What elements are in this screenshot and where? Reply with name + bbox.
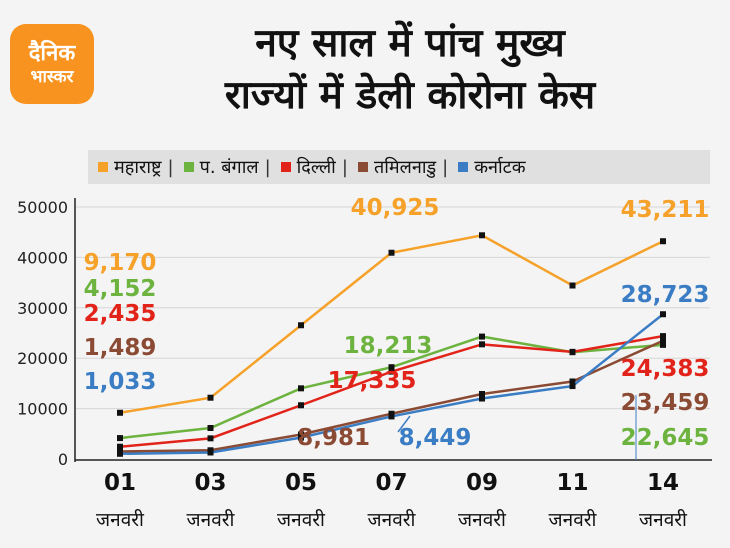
data-point-karnataka — [298, 434, 304, 441]
data-point-tn — [298, 431, 304, 438]
data-point-wb — [298, 385, 304, 392]
data-label-delhi: 17,335 — [328, 368, 417, 394]
title-line-2: राज्यों में डेली कोरोना केस — [224, 73, 596, 118]
data-label-karnataka: 28,723 — [621, 282, 710, 308]
y-tick-label: 10000 — [17, 400, 68, 419]
data-point-wb — [388, 364, 395, 371]
data-point-delhi — [479, 341, 485, 348]
data-point-maharashtra — [660, 238, 666, 245]
x-tick-day: 09 — [466, 470, 498, 496]
y-tick-label: 0 — [58, 450, 68, 469]
data-point-wb — [660, 341, 666, 348]
data-point-maharashtra — [479, 232, 485, 239]
title-line-1: नए साल में पांच मुख्य — [255, 21, 565, 66]
x-tick-month: जनवरी — [96, 508, 145, 531]
data-label-wb: 22,645 — [621, 425, 710, 451]
dainik-bhaskar-logo: दैनिक भास्कर — [10, 24, 94, 104]
legend-label-wb: प. बंगाल — [199, 157, 259, 178]
data-label-tn: 1,489 — [84, 335, 157, 361]
legend-swatch-wb — [183, 162, 194, 172]
data-point-karnataka — [569, 383, 576, 390]
x-tick-day: 03 — [194, 470, 226, 496]
x-tick-day: 14 — [647, 470, 679, 496]
chart-title: नए साल में पांच मुख्य राज्यों में डेली क… — [150, 18, 670, 122]
data-point-wb — [479, 333, 485, 340]
data-point-karnataka — [207, 449, 214, 456]
y-tick-label: 30000 — [17, 299, 68, 318]
legend-label-karnataka: कर्नाटक — [474, 157, 526, 178]
data-point-delhi — [117, 443, 123, 450]
x-tick-month: जनवरी — [277, 508, 326, 531]
data-label-karnataka: 1,033 — [84, 369, 157, 395]
legend-swatch-karnataka — [458, 162, 469, 172]
data-point-maharashtra — [298, 322, 304, 329]
legend-item-maharashtra: महाराष्ट्र — [94, 155, 162, 179]
x-tick-day: 11 — [556, 470, 588, 496]
data-label-wb: 4,152 — [84, 276, 157, 302]
data-point-maharashtra — [569, 282, 576, 289]
legend-item-tn: तमिलनाडु — [354, 155, 436, 179]
legend-swatch-delhi — [280, 162, 291, 172]
logo-line-1: दैनिक — [28, 40, 76, 66]
data-point-delhi — [298, 402, 304, 409]
legend-label-tn: तमिलनाडु — [373, 157, 437, 178]
x-tick-month: जनवरी — [368, 508, 417, 531]
legend: महाराष्ट्र | प. बंगाल | दिल्ली | तमिलनाड… — [88, 150, 710, 184]
data-point-tn — [660, 337, 666, 344]
data-label-karnataka: 8,449 — [399, 425, 472, 451]
data-point-karnataka — [479, 395, 485, 402]
data-label-maharashtra: 43,211 — [621, 197, 710, 223]
y-tick-label: 20000 — [17, 349, 68, 368]
legend-item-wb: प. बंगाल — [180, 155, 259, 179]
data-point-maharashtra — [388, 249, 395, 256]
data-point-delhi — [388, 368, 395, 375]
data-point-wb — [117, 435, 123, 442]
data-point-karnataka — [117, 450, 123, 457]
y-tick-label: 50000 — [17, 198, 68, 217]
legend-separator: | — [264, 156, 271, 178]
x-tick-month: जनवरी — [549, 508, 598, 531]
data-point-wb — [207, 424, 214, 431]
data-label-delhi: 2,435 — [84, 301, 157, 327]
data-label-delhi: 24,383 — [621, 356, 710, 382]
legend-separator: | — [442, 156, 449, 178]
data-label-wb: 18,213 — [344, 333, 433, 359]
legend-label-delhi: दिल्ली — [296, 157, 336, 178]
x-tick-month: जनवरी — [187, 508, 236, 531]
x-tick-month: जनवरी — [458, 508, 507, 531]
label-connector — [397, 415, 411, 433]
legend-label-maharashtra: महाराष्ट्र — [114, 157, 162, 178]
data-label-maharashtra: 9,170 — [84, 250, 157, 276]
data-point-tn — [479, 391, 485, 398]
data-label-tn: 8,981 — [297, 425, 370, 451]
legend-item-karnataka: कर्नाटक — [454, 155, 526, 179]
x-tick-day: 01 — [104, 470, 136, 496]
data-point-delhi — [207, 435, 214, 442]
data-point-delhi — [569, 348, 576, 355]
logo-line-2: भास्कर — [30, 66, 74, 87]
legend-swatch-maharashtra — [98, 162, 108, 172]
data-label-tn: 23,459 — [621, 390, 710, 416]
data-point-maharashtra — [207, 394, 214, 401]
data-label-maharashtra: 40,925 — [351, 195, 440, 221]
y-tick-label: 40000 — [17, 248, 68, 267]
data-point-tn — [569, 378, 576, 385]
legend-swatch-tn — [357, 162, 368, 172]
legend-separator: | — [167, 156, 174, 178]
legend-item-delhi: दिल्ली — [277, 155, 336, 179]
x-tick-month: जनवरी — [639, 508, 688, 531]
x-tick-day: 07 — [375, 470, 407, 496]
data-point-karnataka — [388, 413, 395, 420]
legend-separator: | — [341, 156, 348, 178]
data-point-delhi — [660, 333, 666, 340]
data-point-karnataka — [660, 311, 666, 318]
x-tick-day: 05 — [285, 470, 317, 496]
data-point-maharashtra — [117, 409, 123, 416]
